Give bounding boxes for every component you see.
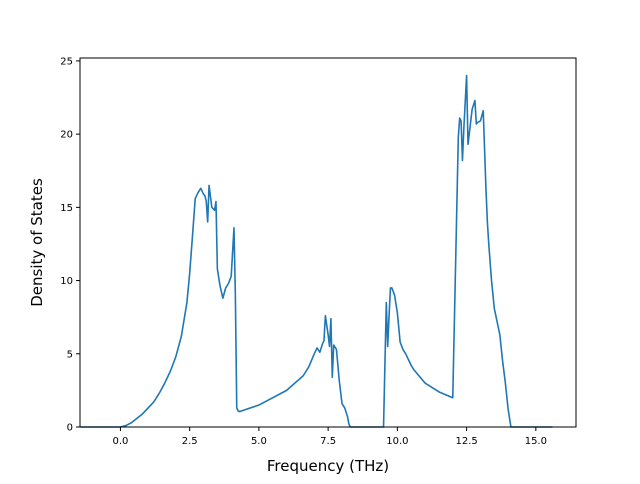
x-axis: 0.0 2.5 5.0 7.5 10.0 12.5 15.0	[112, 427, 547, 447]
x-tick-label: 12.5	[455, 436, 477, 447]
dos-series-line	[80, 74, 553, 428]
x-tick-label: 5.0	[251, 436, 267, 447]
y-tick-label: 25	[60, 56, 73, 67]
y-tick-label: 20	[60, 130, 73, 141]
y-tick-label: 15	[60, 203, 73, 214]
x-axis-title: Frequency (THz)	[267, 457, 389, 475]
x-tick-label: 7.5	[320, 436, 336, 447]
x-tick-label: 0.0	[112, 436, 128, 447]
y-tick-label: 5	[67, 349, 73, 360]
x-tick-label: 15.0	[525, 436, 547, 447]
x-tick-label: 2.5	[182, 436, 198, 447]
y-axis: 0 5 10 15 20 25	[60, 56, 80, 434]
y-axis-title: Density of States	[28, 178, 46, 307]
x-tick-label: 10.0	[386, 436, 408, 447]
y-tick-label: 0	[67, 423, 73, 434]
y-tick-label: 10	[60, 276, 73, 287]
